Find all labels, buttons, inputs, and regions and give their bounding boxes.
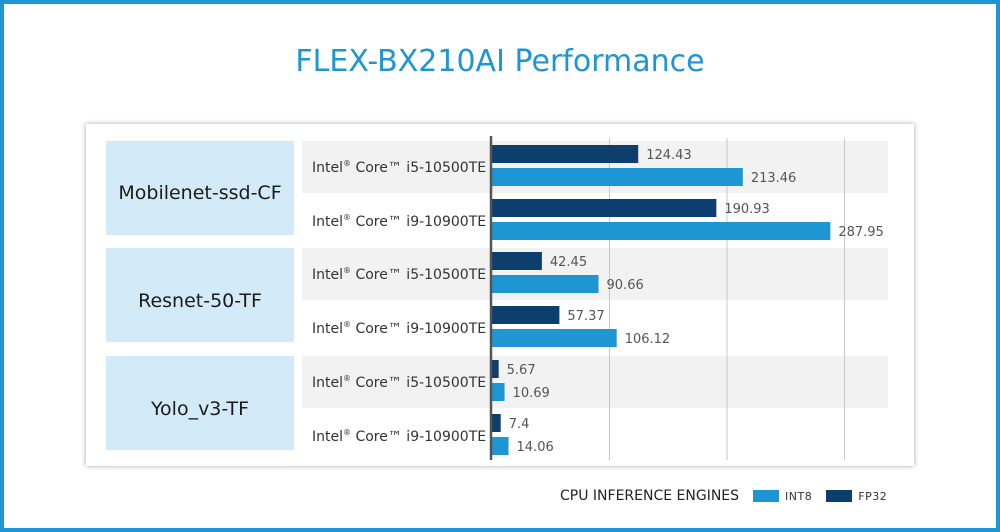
data-label: 190.93 [724,202,770,217]
data-label: 7.4 [509,417,530,432]
cpu-label: Intel® Core™ i9-10900TE [312,320,486,337]
row-background [302,356,888,408]
cpu-brand: Intel [312,160,343,176]
model-cell: Mobilenet-ssd-CF [106,141,294,235]
chart-title: FLEX-BX210AI Performance [295,44,705,79]
registered-mark: ® [343,320,351,329]
cpu-model: Core™ i9-10900TE [351,321,487,337]
bar-int8 [492,222,831,240]
bar-int8 [492,329,617,347]
cpu-model: Core™ i5-10500TE [351,375,487,391]
data-label: 5.67 [507,363,536,378]
legend-swatch-fp32 [826,490,853,502]
data-label: 57.37 [567,309,604,324]
cpu-brand: Intel [312,267,343,283]
data-label: 287.95 [838,225,884,240]
model-label: Mobilenet-ssd-CF [118,182,282,204]
cpu-model: Core™ i9-10900TE [351,429,487,445]
legend-title: CPU INFERENCE ENGINES [560,488,740,504]
registered-mark: ® [343,213,351,222]
model-cell: Resnet-50-TF [106,248,294,342]
data-label: 124.43 [646,148,692,163]
registered-mark: ® [343,374,351,383]
bar-fp32 [492,199,717,217]
cpu-label: Intel® Core™ i9-10900TE [312,428,486,445]
cpu-brand: Intel [312,429,343,445]
cpu-brand: Intel [312,321,343,337]
model-label: Resnet-50-TF [138,290,262,312]
registered-mark: ® [343,428,351,437]
legend-label-fp32: FP32 [858,489,888,503]
bar-fp32 [492,414,501,432]
data-label: 42.45 [550,255,587,270]
bar-int8 [492,437,509,455]
cpu-label: Intel® Core™ i9-10900TE [312,213,486,230]
cpu-label: Intel® Core™ i5-10500TE [312,266,486,283]
cpu-brand: Intel [312,375,343,391]
data-label: 14.06 [517,440,554,455]
bar-int8 [492,383,505,401]
registered-mark: ® [343,266,351,275]
bar-int8 [492,275,599,293]
legend-label-int8: INT8 [785,489,813,503]
cpu-label: Intel® Core™ i5-10500TE [312,159,486,176]
bar-fp32 [492,252,542,270]
registered-mark: ® [343,159,351,168]
cpu-model: Core™ i9-10900TE [351,214,487,230]
legend: CPU INFERENCE ENGINES INT8 FP32 [560,486,901,506]
bar-fp32 [492,145,639,163]
cpu-brand: Intel [312,214,343,230]
data-label: 106.12 [625,332,671,347]
model-label: Yolo_v3-TF [150,398,250,420]
bar-int8 [492,168,743,186]
data-label: 90.66 [607,278,644,293]
model-cell: Yolo_v3-TF [106,356,294,450]
legend-swatch-int8 [753,490,780,502]
bar-fp32 [492,360,499,378]
data-label: 10.69 [513,386,550,401]
cpu-model: Core™ i5-10500TE [351,267,487,283]
bar-fp32 [492,306,560,324]
data-label: 213.46 [751,171,797,186]
cpu-label: Intel® Core™ i5-10500TE [312,374,486,391]
cpu-model: Core™ i5-10500TE [351,160,487,176]
